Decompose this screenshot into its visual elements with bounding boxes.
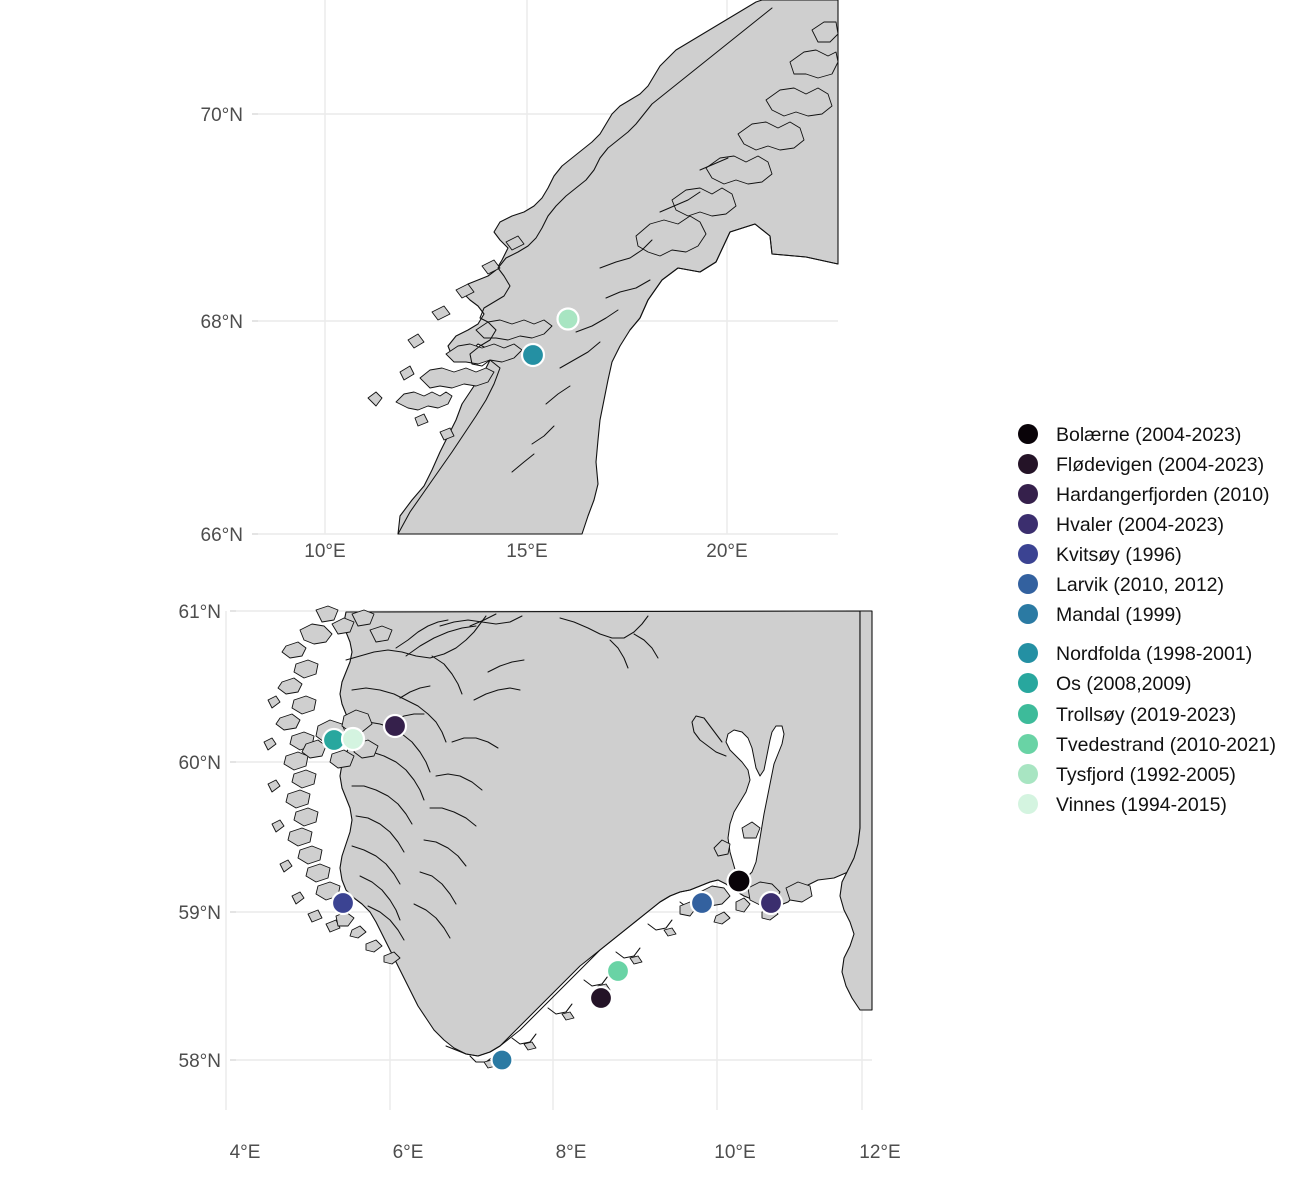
ytick-61n: 61°N [179,602,221,623]
legend-dot-mandal [1018,604,1038,624]
north-inland-border [629,223,839,331]
legend-label-trollsoy: Trollsøy (2019-2023) [1056,704,1236,726]
map-point-hardangerfjorden[interactable] [382,713,408,739]
legend-item-larvik[interactable]: Larvik (2010, 2012) [1018,574,1224,596]
legend-dot-larvik [1018,574,1038,594]
legend-dot-kvitsoy [1018,544,1038,564]
panel-north-x-tick-labels: 10°E 15°E 20°E [304,541,747,562]
panel-north: 70°N 68°N 66°N 10°E 15°E 20°E [201,0,839,562]
legend-label-os: Os (2008,2009) [1056,673,1192,695]
legend-item-nordfolda[interactable]: Nordfolda (1998-2001) [1018,643,1252,665]
xtick-6e: 6°E [393,1142,424,1163]
legend-label-flodevigen: Flødevigen (2004-2023) [1056,454,1264,476]
legend-label-vinnes: Vinnes (1994-2015) [1056,794,1227,816]
xtick-4e: 4°E [230,1142,261,1163]
legend-dot-hvaler [1018,514,1038,534]
panel-south-axis-ticks [230,610,236,1061]
south-oslofjord-branch [691,715,727,757]
legend-item-trollsoy[interactable]: Trollsøy (2019-2023) [1018,704,1236,726]
legend-item-os[interactable]: Os (2008,2009) [1018,673,1192,695]
panel-south-y-tick-labels: 61°N 60°N 59°N 58°N [179,602,221,1072]
south-sweden-polygon [839,610,873,1011]
map-point-kvitsoy[interactable] [330,890,356,916]
ytick-60n: 60°N [179,753,221,774]
legend-dot-bolaerne [1018,424,1038,444]
north-mainland-coastline [397,7,773,535]
legend-dot-flodevigen [1018,454,1038,474]
north-lofoten-islands [367,235,553,441]
map-point-tysfjord[interactable] [556,307,580,331]
map-point-vinnes[interactable] [340,726,366,752]
legend-dot-os [1018,673,1038,693]
legend-label-mandal: Mandal (1999) [1056,604,1182,626]
panel-south-x-tick-labels: 4°E 6°E 8°E 10°E 12°E [230,1142,901,1163]
ytick-70n: 70°N [201,105,243,126]
legend-label-hardangerfjorden: Hardangerfjorden (2010) [1056,484,1270,506]
south-sogn-detail [439,615,659,669]
legend-item-flodevigen[interactable]: Flødevigen (2004-2023) [1018,454,1264,476]
legend-dot-nordfolda [1018,643,1038,663]
north-fjord-detail [511,157,729,473]
south-oslofjord-inlet [725,725,785,881]
legend-item-tvedestrand[interactable]: Tvedestrand (2010-2021) [1018,734,1276,756]
map-point-tvedestrand[interactable] [605,958,631,984]
legend-item-mandal[interactable]: Mandal (1999) [1018,604,1182,626]
map-point-larvik[interactable] [689,890,715,916]
ytick-66n: 66°N [201,525,243,546]
panel-north-y-tick-labels: 70°N 68°N 66°N [201,105,243,546]
legend-label-tysfjord: Tysfjord (1992-2005) [1056,764,1236,786]
south-west-coast-skerries [263,605,393,933]
legend-label-nordfolda: Nordfolda (1998-2001) [1056,643,1252,665]
legend-label-bolaerne: Bolærne (2004-2023) [1056,424,1241,446]
legend-item-bolaerne[interactable]: Bolærne (2004-2023) [1018,424,1241,446]
legend-label-tvedestrand: Tvedestrand (2010-2021) [1056,734,1276,756]
legend: Bolærne (2004-2023) Flødevigen (2004-202… [1018,424,1276,816]
xtick-20e-north: 20°E [706,541,747,562]
legend-dot-tysfjord [1018,764,1038,784]
north-troms-islands [635,21,839,257]
ytick-58n: 58°N [179,1051,221,1072]
legend-label-hvaler: Hvaler (2004-2023) [1056,514,1224,536]
legend-dot-hardangerfjorden [1018,484,1038,504]
panel-north-axis-ticks [252,113,258,535]
panel-south: 61°N 60°N 59°N 58°N 4°E 6°E 8°E 10°E 12°… [179,602,901,1163]
xtick-8e: 8°E [556,1142,587,1163]
panel-north-landmass [367,0,839,535]
xtick-10e: 10°E [714,1142,755,1163]
legend-dot-trollsoy [1018,704,1038,724]
xtick-10e-north: 10°E [304,541,345,562]
north-mainland-polygon [397,0,839,535]
south-rogaland-islands [335,911,401,965]
legend-item-kvitsoy[interactable]: Kvitsøy (1996) [1018,544,1182,566]
legend-item-hardangerfjorden[interactable]: Hardangerfjorden (2010) [1018,484,1270,506]
map-point-hvaler[interactable] [758,890,784,916]
ytick-68n: 68°N [201,312,243,333]
legend-item-tysfjord[interactable]: Tysfjord (1992-2005) [1018,764,1236,786]
legend-dot-vinnes [1018,794,1038,814]
legend-label-larvik: Larvik (2010, 2012) [1056,574,1224,596]
legend-item-vinnes[interactable]: Vinnes (1994-2015) [1018,794,1227,816]
legend-label-kvitsoy: Kvitsøy (1996) [1056,544,1182,566]
panel-north-points [520,307,580,368]
xtick-12e: 12°E [859,1142,900,1163]
map-point-flodevigen[interactable] [588,985,614,1011]
legend-item-hvaler[interactable]: Hvaler (2004-2023) [1018,514,1224,536]
panel-south-points [321,713,784,1072]
map-point-mandal[interactable] [490,1048,514,1072]
legend-dot-tvedestrand [1018,734,1038,754]
xtick-15e-north: 15°E [506,541,547,562]
ytick-59n: 59°N [179,903,221,924]
map-point-nordfolda[interactable] [520,342,546,368]
map-point-bolaerne[interactable] [726,868,752,894]
